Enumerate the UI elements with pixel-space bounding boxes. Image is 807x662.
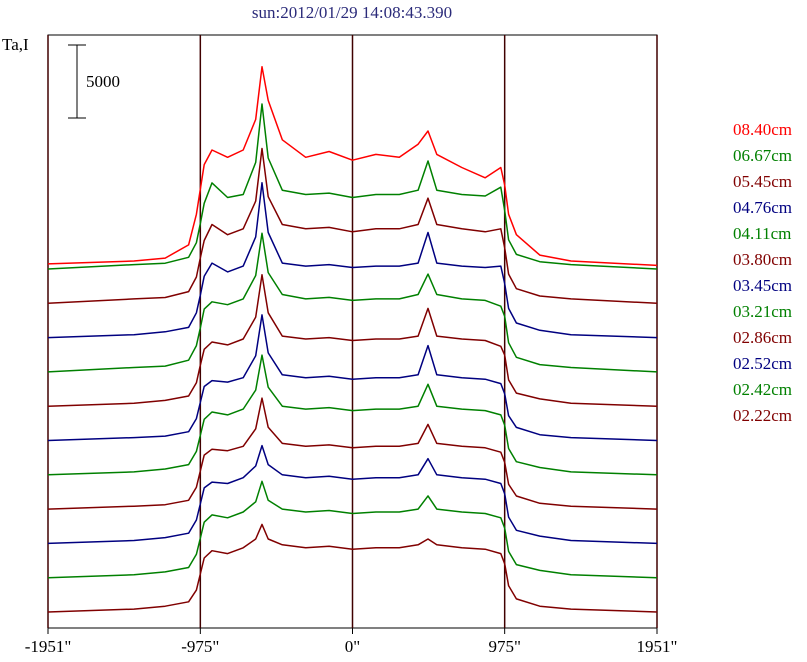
x-tick-label: -1951" <box>25 637 72 656</box>
x-tick-label: 1951" <box>637 637 678 656</box>
legend-entry: 03.45cm <box>733 276 792 295</box>
trace <box>47 103 658 270</box>
x-tick-label: 975" <box>488 637 520 656</box>
trace <box>47 314 658 442</box>
legend-entry: 02.22cm <box>733 406 792 425</box>
legend-entry: 03.80cm <box>733 250 792 269</box>
legend-entry: 04.11cm <box>733 224 791 243</box>
trace <box>47 480 658 579</box>
trace <box>47 523 658 613</box>
chart-title: sun:2012/01/29 14:08:43.390 <box>252 3 452 22</box>
legend-entry: 04.76cm <box>733 198 792 217</box>
scale-bar-label: 5000 <box>86 72 120 91</box>
legend-entry: 02.86cm <box>733 328 792 347</box>
x-tick-label: -975" <box>181 637 219 656</box>
y-axis-label: Ta,I <box>2 35 29 54</box>
legend-entry: 02.52cm <box>733 354 792 373</box>
trace <box>47 147 658 305</box>
legend-entry: 08.40cm <box>733 120 792 139</box>
trace <box>47 397 658 510</box>
legend-entry: 06.67cm <box>733 146 792 165</box>
legend-entry: 02.42cm <box>733 380 792 399</box>
trace <box>47 66 658 267</box>
trace <box>47 182 658 339</box>
legend-entry: 05.45cm <box>733 172 792 191</box>
trace <box>47 232 658 373</box>
x-tick-label: 0" <box>345 637 360 656</box>
trace <box>47 444 658 545</box>
trace <box>47 354 658 476</box>
trace <box>47 274 658 407</box>
legend-entry: 03.21cm <box>733 302 792 321</box>
